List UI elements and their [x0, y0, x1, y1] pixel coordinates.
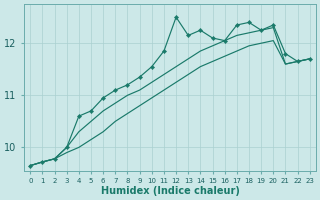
- X-axis label: Humidex (Indice chaleur): Humidex (Indice chaleur): [100, 186, 239, 196]
